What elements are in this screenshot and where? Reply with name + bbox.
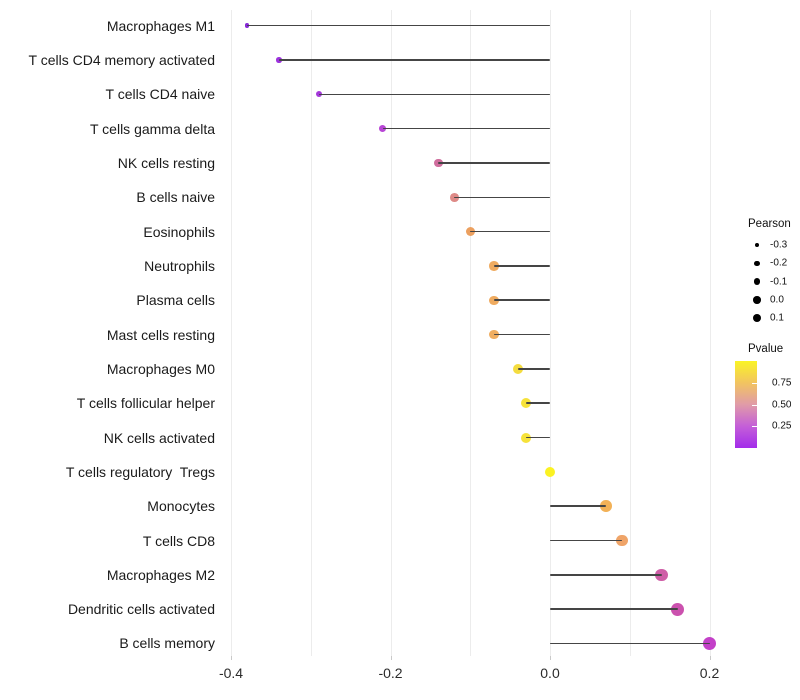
pvalue-tick-mark bbox=[752, 382, 757, 384]
row-label: Eosinophils bbox=[143, 223, 215, 240]
lollipop-stem bbox=[526, 402, 550, 404]
pvalue-legend-label: 0.25 bbox=[772, 420, 792, 432]
x-axis-tick bbox=[231, 656, 232, 660]
row-label: Macrophages M2 bbox=[106, 566, 215, 583]
pearson-legend-label: -0.1 bbox=[770, 276, 788, 288]
pearson-legend-dot bbox=[752, 313, 762, 323]
gridline bbox=[310, 10, 312, 656]
row-label: T cells follicular helper bbox=[76, 395, 215, 412]
lollipop-stem bbox=[526, 436, 550, 439]
pearson-legend-dot bbox=[754, 242, 760, 248]
pvalue-tick-mark bbox=[752, 404, 757, 406]
lollipop-stem bbox=[382, 127, 550, 130]
lollipop-stem bbox=[550, 539, 622, 542]
x-axis-tick-label: -0.4 bbox=[218, 665, 244, 681]
row-label: Macrophages M1 bbox=[106, 17, 215, 34]
data-point-dot bbox=[276, 57, 282, 63]
lollipop-stem bbox=[438, 162, 550, 164]
pvalue-gradient-bar bbox=[735, 361, 757, 448]
pearson-legend-label: -0.3 bbox=[770, 239, 788, 251]
lollipop-stem bbox=[454, 196, 550, 199]
row-label: Dendritic cells activated bbox=[67, 601, 215, 618]
row-label: B cells memory bbox=[119, 635, 215, 652]
x-axis-tick bbox=[390, 656, 392, 660]
row-label: B cells naive bbox=[136, 189, 215, 206]
data-point-dot bbox=[615, 534, 628, 547]
row-label: T cells CD4 memory activated bbox=[28, 52, 215, 69]
data-point-dot bbox=[489, 261, 499, 271]
pearson-legend-title: Pearson bbox=[748, 218, 791, 230]
data-point-dot bbox=[702, 636, 717, 651]
pvalue-tick-mark bbox=[752, 426, 757, 428]
gridline bbox=[231, 10, 232, 656]
lollipop-stem bbox=[318, 93, 550, 96]
lollipop-stem bbox=[550, 505, 606, 507]
pearson-legend-dot bbox=[753, 296, 761, 304]
pvalue-legend-title: Pvalue bbox=[748, 343, 784, 355]
pearson-legend-dot bbox=[754, 260, 760, 267]
lollipop-stem bbox=[550, 642, 710, 645]
data-point-dot bbox=[544, 466, 556, 478]
data-point-dot bbox=[449, 192, 459, 202]
gridline bbox=[390, 10, 392, 656]
data-point-dot bbox=[434, 158, 443, 168]
lollipop-stem bbox=[470, 230, 550, 233]
x-axis-tick bbox=[550, 656, 551, 660]
row-label: NK cells resting bbox=[117, 154, 215, 171]
pvalue-legend-label: 0.75 bbox=[772, 377, 792, 389]
x-axis-tick-label: -0.2 bbox=[378, 665, 403, 681]
pearson-legend-label: 0.1 bbox=[770, 312, 784, 324]
row-label: Macrophages M0 bbox=[106, 360, 215, 377]
pearson-legend-label: 0.0 bbox=[770, 294, 784, 306]
x-axis-tick-label: 0.2 bbox=[699, 665, 720, 681]
data-point-dot bbox=[315, 91, 322, 98]
lollipop-stem bbox=[494, 333, 550, 336]
pearson-legend-dot bbox=[753, 278, 761, 285]
row-label: Neutrophils bbox=[144, 257, 215, 274]
row-label: T cells regulatory Tregs bbox=[65, 463, 215, 480]
lollipop-stem bbox=[550, 574, 662, 576]
gridline bbox=[709, 10, 711, 656]
lollipop-stem bbox=[518, 368, 550, 370]
row-label: Mast cells resting bbox=[106, 326, 215, 343]
row-label: T cells CD4 naive bbox=[105, 86, 215, 103]
lollipop-stem bbox=[278, 59, 550, 61]
gridline bbox=[550, 10, 551, 656]
row-label: T cells gamma delta bbox=[89, 120, 215, 137]
row-label: Monocytes bbox=[147, 498, 215, 515]
lollipop-stem bbox=[494, 265, 550, 267]
row-label: Plasma cells bbox=[136, 292, 215, 309]
x-axis-tick bbox=[709, 656, 711, 660]
lollipop-stem bbox=[246, 24, 550, 27]
x-axis-tick-label: 0.0 bbox=[540, 665, 560, 681]
pearson-legend-label: -0.2 bbox=[770, 257, 788, 269]
data-point-dot bbox=[513, 363, 524, 374]
lollipop-stem bbox=[550, 608, 678, 610]
gridline bbox=[629, 10, 631, 656]
lollipop-stem bbox=[494, 299, 550, 302]
data-point-dot bbox=[489, 295, 499, 305]
row-label: T cells CD8 bbox=[142, 532, 215, 549]
data-point-dot bbox=[489, 329, 499, 340]
gridline bbox=[470, 10, 472, 656]
data-point-dot bbox=[655, 568, 668, 582]
row-label: NK cells activated bbox=[103, 429, 215, 446]
pvalue-legend-label: 0.50 bbox=[772, 399, 792, 410]
data-point-dot bbox=[600, 500, 612, 512]
